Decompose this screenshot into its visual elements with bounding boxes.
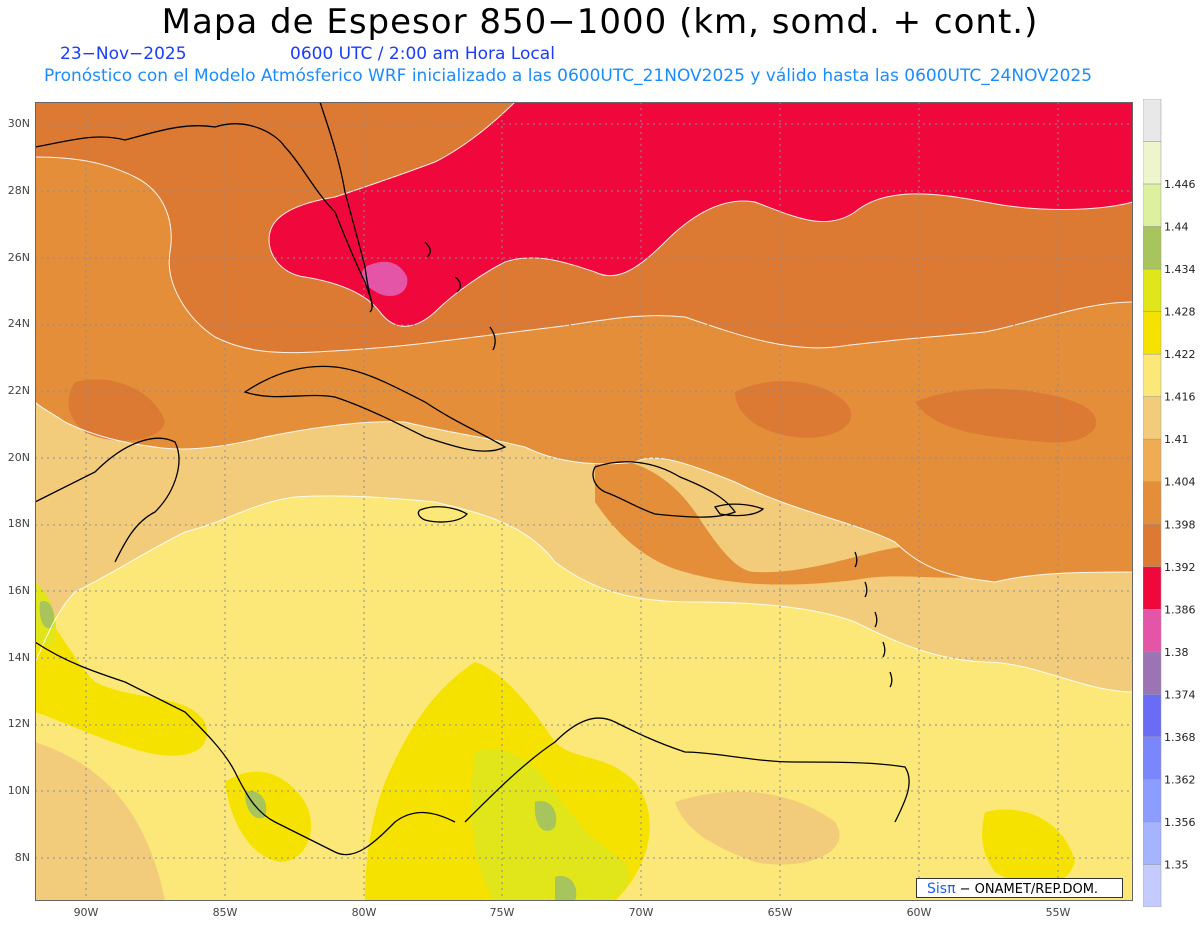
coastlines (35, 102, 910, 856)
colorbar-swatch (1143, 268, 1162, 312)
colorbar-label: 1.434 (1164, 263, 1196, 276)
forecast-date: 23−Nov−2025 (60, 44, 187, 64)
colorbar-label: 1.392 (1164, 561, 1196, 574)
colorbar-swatch (1143, 438, 1162, 482)
colorbar-label: 1.368 (1164, 731, 1196, 744)
forecast-time: 0600 UTC / 2:00 am Hora Local (290, 44, 555, 64)
colorbar-swatch (1143, 524, 1162, 568)
grid (35, 102, 1133, 901)
colorbar-swatch (1143, 736, 1162, 780)
colorbar-swatch (1143, 566, 1162, 610)
lon-label-70w: 70W (628, 906, 654, 919)
colorbar-label: 1.386 (1164, 603, 1196, 616)
colorbar-label: 1.428 (1164, 306, 1196, 319)
colorbar-label: 1.404 (1164, 476, 1196, 489)
colorbar-swatch (1143, 141, 1162, 185)
lon-label-80w: 80W (351, 906, 377, 919)
credit-text: − ONAMET/REP.DOM. (959, 882, 1099, 897)
map-title: Mapa de Espesor 850−1000 (km, somd. + co… (161, 2, 1039, 42)
colorbar-label: 1.35 (1164, 858, 1189, 871)
lat-label-14n: 14N (7, 651, 30, 664)
colorbar-label: 1.362 (1164, 773, 1196, 786)
band-1380 (361, 261, 408, 297)
colorbar-swatch (1143, 226, 1162, 270)
colorbar-swatch (1143, 396, 1162, 440)
colorbar-swatch (1143, 651, 1162, 695)
colorbar: 1.446 1.44 1.434 1.428 1.422 1.416 1.41 1.404 1.… (1143, 99, 1196, 907)
colorbar-swatch (1143, 99, 1162, 142)
colorbar-swatch (1143, 694, 1162, 738)
colorbar-swatch (1143, 609, 1162, 653)
colorbar-label: 1.398 (1164, 518, 1196, 531)
lat-label-18n: 18N (7, 517, 30, 530)
colorbar-label: 1.374 (1164, 688, 1196, 701)
lon-label-65w: 65W (767, 906, 793, 919)
credit-brand: Sisπ (927, 881, 956, 897)
lon-label-75w: 75W (489, 906, 515, 919)
lon-label-60w: 60W (906, 906, 932, 919)
lat-label-26n: 26N (7, 251, 30, 264)
lat-label-10n: 10N (7, 784, 30, 797)
lat-label-30n: 30N (7, 117, 30, 130)
colorbar-swatch (1143, 311, 1162, 355)
lat-label-12n: 12N (7, 717, 30, 730)
lon-label-55w: 55W (1045, 906, 1071, 919)
lon-label-90w: 90W (73, 906, 99, 919)
colorbar-swatch (1143, 821, 1162, 865)
colorbar-swatch (1143, 183, 1162, 227)
model-subtitle: Pronóstico con el Modelo Atmósferico WRF… (44, 66, 1093, 86)
thickness-map (35, 102, 1133, 901)
colorbar-label: 1.446 (1164, 178, 1196, 191)
colorbar-label: 1.356 (1164, 816, 1196, 829)
lat-label-28n: 28N (7, 184, 30, 197)
credit-box: Sisπ − ONAMET/REP.DOM. (916, 878, 1123, 898)
lon-label-85w: 85W (212, 906, 238, 919)
lat-label-8n: 8N (14, 851, 30, 864)
colorbar-label: 1.41 (1164, 433, 1189, 446)
colorbar-swatch (1143, 864, 1162, 907)
colorbar-swatch (1143, 481, 1162, 525)
lat-label-20n: 20N (7, 451, 30, 464)
colorbar-label: 1.416 (1164, 391, 1196, 404)
lat-label-16n: 16N (7, 584, 30, 597)
colorbar-label: 1.44 (1164, 221, 1189, 234)
colorbar-label: 1.422 (1164, 348, 1196, 361)
colorbar-label: 1.38 (1164, 646, 1189, 659)
lat-label-22n: 22N (7, 384, 30, 397)
colorbar-swatch (1143, 779, 1162, 823)
band-1386 (269, 102, 1133, 327)
colorbar-swatch (1143, 353, 1162, 397)
lat-label-24n: 24N (7, 317, 30, 330)
